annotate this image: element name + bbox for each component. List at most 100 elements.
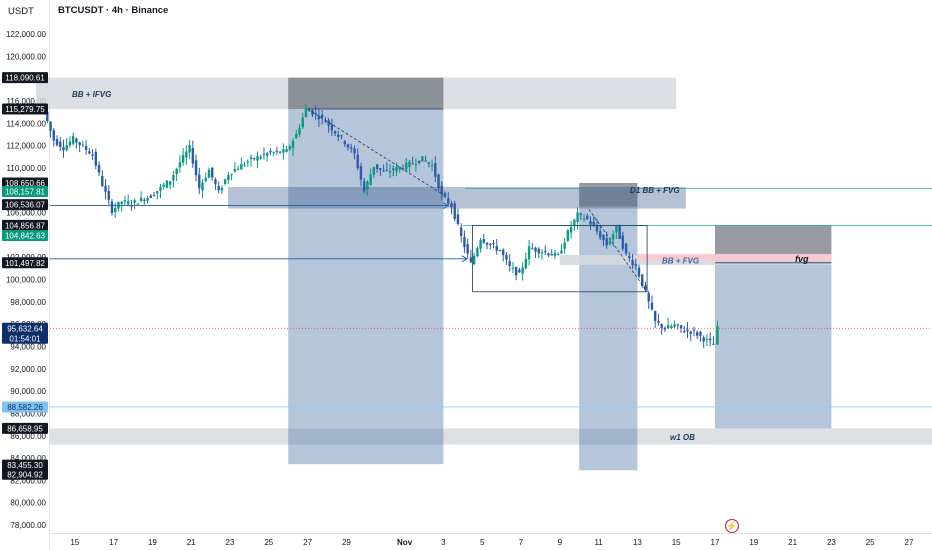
symbol-title[interactable]: BTCUSDT · 4h · Binance <box>58 5 169 16</box>
price-tag <box>2 229 48 241</box>
candle-body <box>175 168 178 175</box>
x-tick-label: 7 <box>519 538 524 547</box>
candle-body <box>450 203 453 208</box>
candle-body <box>670 326 673 328</box>
candle-body <box>628 256 631 259</box>
y-tick-label: 90,000.00 <box>10 387 46 396</box>
candle-body <box>395 167 398 172</box>
candle-body <box>375 164 379 169</box>
fvg-zone[interactable] <box>637 253 832 261</box>
price-tag <box>2 401 48 413</box>
candle-body <box>637 267 641 277</box>
candle-body <box>243 164 246 166</box>
candle-body <box>492 243 495 245</box>
candle-body <box>223 179 227 184</box>
candle-body <box>511 267 515 269</box>
fvg-label: fvg <box>795 254 809 264</box>
candle-body <box>298 127 301 135</box>
candle-body <box>81 144 85 146</box>
candle-body <box>641 274 644 286</box>
short-position-stop[interactable] <box>288 77 444 109</box>
y-tick-label: 98,000.00 <box>10 298 46 307</box>
y-tick-label: 92,000.00 <box>10 365 46 374</box>
price-tag <box>2 257 48 269</box>
candle-body <box>198 174 201 189</box>
candle-body <box>207 169 211 178</box>
candle-body <box>660 324 663 328</box>
candle-body <box>566 230 570 241</box>
candle-body <box>582 218 586 220</box>
candle-body <box>320 114 324 118</box>
y-tick-label: 80,000.00 <box>10 499 46 508</box>
price-tag <box>2 332 48 344</box>
short-position-target[interactable] <box>715 262 832 429</box>
range-box[interactable] <box>472 225 648 293</box>
candle-body <box>114 207 117 212</box>
candle-body <box>514 267 518 276</box>
candle-body <box>417 160 421 164</box>
candle-body <box>65 145 68 150</box>
candle-body <box>256 156 259 161</box>
candle-body <box>68 141 72 146</box>
candle-body <box>466 244 469 254</box>
price-tag <box>2 185 48 197</box>
candle-body <box>712 343 715 345</box>
candle-body <box>388 171 392 173</box>
candle-body <box>508 261 511 266</box>
price-tag-text: 01:54:01 <box>9 334 41 343</box>
candle-body <box>696 332 699 336</box>
x-tick-label: 15 <box>70 538 79 547</box>
candle-body <box>59 141 62 148</box>
candle-body <box>434 163 437 177</box>
candle-body <box>673 324 676 327</box>
candle-body <box>211 167 214 178</box>
candle-body <box>324 121 327 123</box>
candle-body <box>333 131 337 134</box>
candle-body <box>181 154 185 163</box>
candle-body <box>405 162 408 170</box>
x-tick-label: 13 <box>633 538 642 547</box>
candle-body <box>146 197 149 201</box>
price-labels: 118,090.61 115,279.75 108,650.66108,157.81… <box>2 72 48 480</box>
candle-body <box>686 329 689 332</box>
candle-body <box>152 195 156 197</box>
candle-body <box>505 254 508 260</box>
time-axis[interactable]: 15 17 19 21 23 25 27 29 Nov 3 5 7 9 11 13 15 17 19 21 23 25 2… <box>70 538 914 547</box>
y-tick-label: 114,000.00 <box>7 119 47 128</box>
candle-body <box>55 139 59 145</box>
candle-body <box>679 325 683 329</box>
candle-body <box>308 110 311 112</box>
candle-body <box>94 151 98 166</box>
candle-body <box>550 253 553 256</box>
candle-body <box>447 198 450 204</box>
candle-body <box>385 169 389 171</box>
trend-line-2[interactable] <box>588 208 648 293</box>
trend-line-1[interactable] <box>307 108 444 196</box>
candle-body <box>104 185 107 192</box>
candle-body <box>201 182 204 191</box>
candle-body <box>469 257 473 263</box>
x-tick-label: 23 <box>827 538 836 547</box>
candle-body <box>521 267 524 274</box>
candle-body <box>194 160 198 176</box>
y-tick-label: 88,000.00 <box>10 409 46 418</box>
price-tag-text: 83,455.30 <box>7 461 43 470</box>
candle-body <box>159 186 162 191</box>
w1-ob-zone[interactable] <box>50 428 932 445</box>
candle-body <box>185 151 188 158</box>
lightning-icon[interactable]: ⚡ <box>725 519 739 533</box>
d1-bb-fvg-zone[interactable] <box>228 186 686 209</box>
candle-body <box>204 178 207 182</box>
candle-body <box>259 156 262 159</box>
short-position-target[interactable] <box>579 206 638 471</box>
candle-body <box>482 239 486 243</box>
candle-body <box>366 181 369 190</box>
candle-body <box>602 234 605 241</box>
drawing-layer[interactable] <box>36 77 932 471</box>
candle-body <box>162 184 165 187</box>
candle-body <box>227 174 230 180</box>
candle-body <box>437 174 440 189</box>
candle-body <box>356 154 359 169</box>
short-position-target[interactable] <box>288 108 444 465</box>
